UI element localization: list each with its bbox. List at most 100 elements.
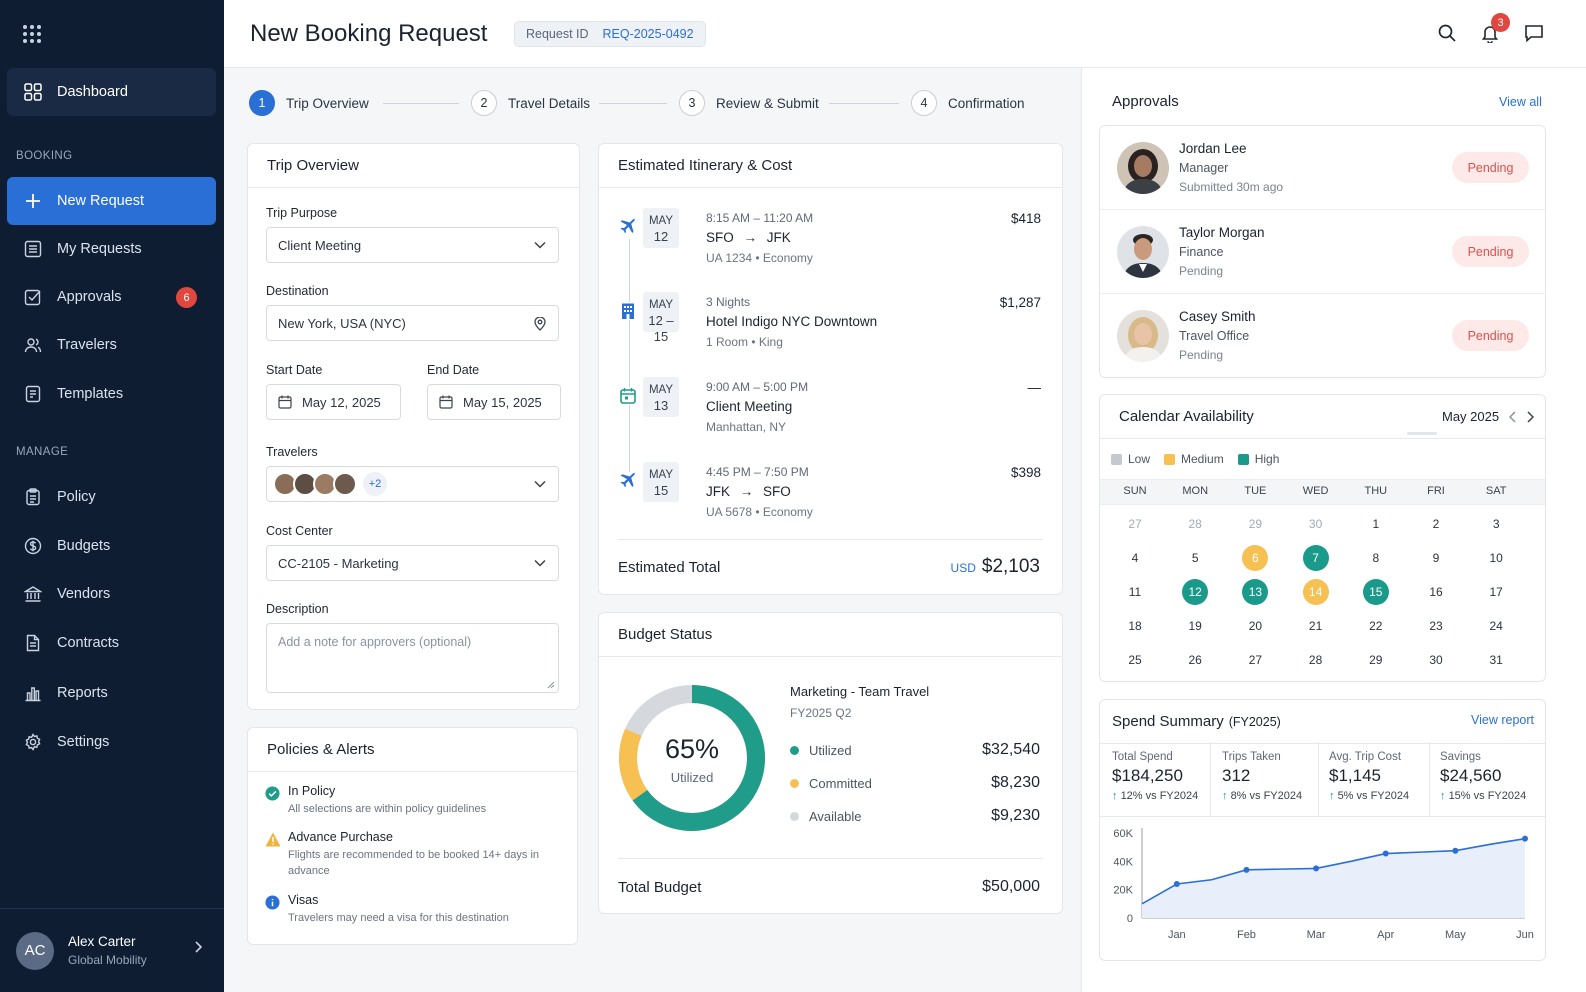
day-cell[interactable]: 8 (1372, 551, 1380, 565)
day-cell[interactable]: 22 (1369, 619, 1383, 633)
sidebar: Dashboard BOOKING New Request My Request… (0, 0, 224, 992)
resize-handle-icon[interactable] (547, 681, 555, 689)
kpi-value: $24,560 (1440, 766, 1502, 785)
day-cell[interactable]: 5 (1191, 551, 1199, 565)
view-report-link[interactable]: View report (1471, 713, 1534, 727)
day-cell[interactable]: 30 (1308, 517, 1323, 531)
sidebar-item-new-request[interactable]: New Request (7, 177, 216, 225)
meeting-time: 9:00 AM – 5:00 PM (706, 380, 809, 394)
day-cell[interactable]: 30 (1429, 653, 1443, 667)
step-label: Review & Submit (716, 95, 819, 111)
approver-row[interactable]: Casey Smith Travel Office Pending Pendin… (1100, 294, 1545, 377)
day-cell[interactable]: 18 (1128, 619, 1142, 633)
step-trip-overview[interactable]: 1 Trip Overview (249, 90, 369, 116)
day-cell[interactable]: 17 (1489, 585, 1503, 599)
weekday-label: FRI (1427, 485, 1445, 497)
day-cell-highlighted[interactable]: 12 (1182, 579, 1209, 605)
day-cell[interactable]: 26 (1188, 653, 1202, 667)
sidebar-item-vendors[interactable]: Vendors (7, 570, 216, 618)
day-cell[interactable]: 4 (1131, 551, 1139, 565)
end-date-input[interactable]: May 15, 2025 (427, 384, 561, 420)
day-cell[interactable]: 19 (1188, 619, 1202, 633)
day-cell[interactable]: 24 (1489, 619, 1503, 633)
section-label-manage: MANAGE (16, 446, 69, 458)
sidebar-item-my-requests[interactable]: My Requests (7, 225, 216, 273)
chevron-right-icon (195, 941, 202, 953)
sidebar-item-policy[interactable]: Policy (7, 473, 216, 521)
sidebar-item-travelers[interactable]: Travelers (7, 321, 216, 369)
step-travel-details[interactable]: 2 Travel Details (471, 90, 590, 116)
sidebar-item-settings[interactable]: Settings (7, 718, 216, 766)
step-label: Confirmation (948, 95, 1025, 111)
day-cell[interactable]: 3 (1492, 517, 1500, 531)
sidebar-item-templates[interactable]: Templates (7, 370, 216, 418)
budget-percent-label: Utilized (670, 770, 714, 785)
itinerary-item-meeting[interactable]: MAY 13 9:00 AM – 5:00 PM Client Meeting M… (599, 377, 1063, 457)
cost-center-select[interactable]: CC-2105 - Marketing (266, 545, 559, 581)
data-point (1243, 866, 1250, 873)
dashboard-icon (23, 82, 43, 102)
user-profile[interactable]: AC Alex Carter Global Mobility (0, 908, 224, 992)
apps-grid-icon[interactable] (22, 24, 42, 44)
travelers-select[interactable]: +2 (266, 466, 559, 502)
day-cell[interactable]: 25 (1128, 653, 1142, 667)
travelers-label: Travelers (266, 445, 318, 459)
day-cell[interactable]: 10 (1489, 551, 1503, 565)
day-cell[interactable]: 27 (1248, 653, 1263, 667)
destination-input[interactable]: New York, USA (NYC) (266, 305, 559, 341)
approver-row[interactable]: Jordan Lee Manager Submitted 30m ago Pen… (1100, 126, 1545, 210)
legend-label: Medium (1181, 452, 1224, 466)
day-cell-highlighted[interactable]: 6 (1242, 545, 1269, 571)
day-cell[interactable]: 28 (1308, 653, 1323, 667)
status-badge: Pending (1452, 152, 1529, 183)
day-cell[interactable]: 21 (1308, 619, 1323, 633)
sidebar-item-budgets[interactable]: Budgets (7, 522, 216, 570)
sidebar-item-dashboard[interactable]: Dashboard (7, 68, 216, 116)
template-icon (23, 384, 43, 404)
origin-code: JFK (706, 484, 731, 499)
trip-purpose-select[interactable]: Client Meeting (266, 227, 559, 263)
sidebar-item-label: Travelers (57, 337, 117, 353)
sidebar-item-contracts[interactable]: Contracts (7, 619, 216, 667)
input-value: May 15, 2025 (463, 394, 542, 410)
day-cell[interactable]: 1 (1372, 517, 1380, 531)
chat-icon[interactable] (1524, 23, 1544, 43)
start-date-input[interactable]: May 12, 2025 (266, 384, 401, 420)
date-day: 15 (653, 483, 669, 498)
estimated-total-label: Estimated Total (618, 559, 721, 576)
sidebar-item-reports[interactable]: Reports (7, 669, 216, 717)
sidebar-item-label: Dashboard (57, 84, 128, 100)
day-cell[interactable]: 23 (1429, 619, 1443, 633)
day-cell-highlighted[interactable]: 7 (1302, 545, 1329, 571)
approver-row[interactable]: Taylor Morgan Finance Pending Pending (1100, 210, 1545, 294)
step-review-submit[interactable]: 3 Review & Submit (679, 90, 819, 116)
search-icon[interactable] (1437, 23, 1457, 43)
itinerary-item-hotel[interactable]: MAY 12 – 15 3 Nights Hotel Indigo NYC Dow… (599, 292, 1063, 372)
spend-period: (FY2025) (1228, 714, 1281, 729)
chevron-right-icon[interactable] (1526, 411, 1534, 423)
day-cell[interactable]: 29 (1248, 517, 1263, 531)
step-number: 2 (471, 90, 497, 116)
day-cell[interactable]: 2 (1432, 517, 1440, 531)
day-cell[interactable]: 28 (1188, 517, 1202, 531)
day-cell[interactable]: 16 (1429, 585, 1443, 599)
day-cell[interactable]: 29 (1369, 653, 1383, 667)
chevron-left-icon[interactable] (1509, 411, 1517, 423)
day-cell[interactable]: 27 (1128, 517, 1142, 531)
view-all-link[interactable]: View all (1499, 95, 1542, 109)
day-cell[interactable]: 11 (1128, 585, 1142, 599)
day-cell-highlighted[interactable]: 14 (1302, 579, 1329, 605)
day-cell-highlighted[interactable]: 13 (1242, 579, 1269, 605)
approvals-title: Approvals (1112, 93, 1179, 110)
itinerary-item-flight-return[interactable]: MAY 15 4:45 PM – 7:50 PM JFK → SFO UA 567… (599, 462, 1063, 542)
description-textarea[interactable]: Add a note for approvers (optional) (266, 623, 559, 693)
kpi-label: Savings (1440, 751, 1481, 763)
sidebar-item-approvals[interactable]: Approvals 6 (7, 273, 216, 321)
day-cell[interactable]: 20 (1248, 619, 1263, 633)
itinerary-item-flight-out[interactable]: MAY 12 8:15 AM – 11:20 AM SFO → JFK UA 12… (599, 208, 1063, 288)
day-cell[interactable]: 31 (1489, 653, 1503, 667)
step-confirmation[interactable]: 4 Confirmation (911, 90, 1025, 116)
day-cell[interactable]: 9 (1432, 551, 1440, 565)
day-cell-highlighted[interactable]: 15 (1362, 579, 1389, 605)
location-pin-icon (534, 317, 546, 331)
